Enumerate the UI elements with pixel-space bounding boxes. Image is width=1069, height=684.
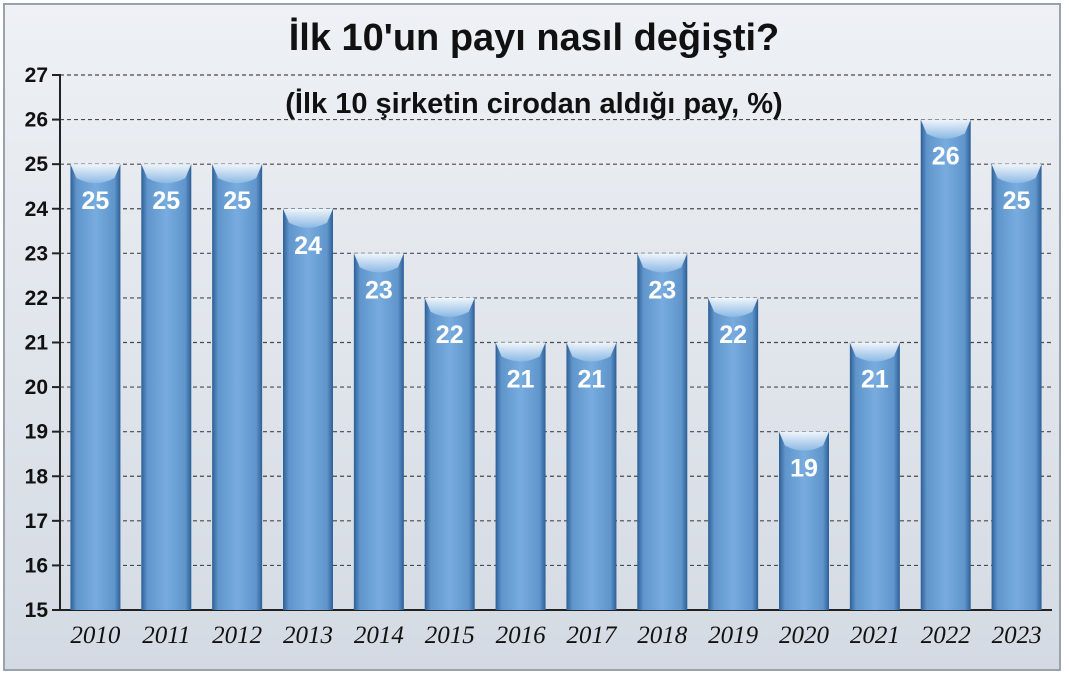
bar-value-label: 21 [578, 366, 606, 394]
x-tick-label: 2021 [850, 622, 900, 649]
bar-body [141, 164, 192, 610]
x-tick-label: 2016 [496, 622, 547, 649]
x-tick-labels: 2010 2011 2012 2013 2014 2015 2016 2017 2018 2019… [70, 622, 1041, 649]
bar-cap [495, 342, 546, 362]
bar-cap [212, 164, 263, 184]
bar-cap [283, 208, 333, 228]
y-tick-label: 17 [25, 510, 48, 533]
bar-body [495, 342, 546, 610]
bar [991, 164, 1042, 610]
x-tick-label: 2023 [992, 622, 1042, 649]
bar-cap [424, 297, 475, 317]
y-tick-label: 18 [25, 465, 49, 488]
y-tick-label: 22 [25, 287, 48, 310]
bar-body [708, 297, 759, 610]
bar-value-label: 22 [436, 321, 464, 349]
y-tick-label: 26 [25, 109, 48, 132]
y-tick-label: 27 [25, 64, 48, 87]
bar-value-labels: 25 25 25 24 23 22 21 21 23 22 19 21 26 25 [82, 143, 1031, 483]
y-tick-labels: 15 16 17 18 19 20 21 22 23 24 25 26 27 [25, 64, 49, 622]
bar-cap [637, 253, 688, 273]
x-tick-label: 2020 [779, 622, 830, 649]
bar [779, 431, 829, 610]
x-tick-label: 2011 [142, 622, 190, 649]
bar [141, 164, 192, 610]
x-tick-label: 2022 [921, 622, 971, 649]
y-tick-label: 23 [25, 242, 48, 265]
bar [283, 208, 333, 610]
y-tick-label: 24 [25, 198, 49, 221]
bar [566, 342, 617, 610]
bar-cap [353, 253, 404, 273]
bar-cap [779, 431, 829, 451]
bar-value-label: 21 [861, 366, 889, 394]
x-tick-label: 2015 [425, 622, 475, 649]
y-tick-label: 19 [25, 421, 48, 444]
bar [849, 342, 900, 610]
chart-subtitle: (İlk 10 şirketin cirodan aldığı pay, %) [285, 88, 782, 120]
y-tick-label: 16 [25, 554, 48, 577]
bar-value-label: 25 [82, 187, 110, 215]
x-tick-label: 2013 [283, 622, 333, 649]
y-tick-label: 21 [25, 332, 49, 355]
bar-body [212, 164, 263, 610]
bar [495, 342, 546, 610]
bar-value-label: 23 [365, 276, 393, 304]
y-tick-label: 15 [25, 599, 49, 622]
bar-body [637, 253, 688, 611]
bar-body [849, 342, 900, 610]
bar-value-label: 23 [648, 276, 676, 304]
bar-value-label: 19 [790, 455, 818, 483]
y-tick-label: 20 [25, 376, 48, 399]
x-tick-label: 2018 [637, 622, 688, 649]
bar-cap [849, 342, 900, 362]
bar [708, 297, 759, 610]
x-tick-label: 2019 [708, 622, 759, 649]
bar-body [70, 164, 121, 610]
bar-body [283, 208, 333, 610]
bar-value-label: 25 [1003, 187, 1031, 215]
x-tick-label: 2014 [354, 622, 404, 649]
bar [424, 297, 475, 610]
bar-cap [70, 164, 121, 184]
bar-cap [991, 164, 1042, 184]
bar-value-label: 24 [294, 232, 322, 260]
x-tick-label: 2010 [70, 622, 121, 649]
bar [212, 164, 263, 610]
bar [70, 164, 121, 610]
bar [920, 119, 971, 610]
bar-cap [708, 297, 759, 317]
x-tick-label: 2012 [212, 622, 262, 649]
bar-value-label: 26 [932, 143, 960, 171]
x-tick-label: 2017 [566, 622, 618, 649]
bar-cap [566, 342, 617, 362]
bar [637, 253, 688, 611]
bar-value-label: 25 [152, 187, 180, 215]
bar-body [920, 119, 971, 610]
bar-value-label: 21 [507, 366, 535, 394]
bar-cap [141, 164, 192, 184]
bar-body [566, 342, 617, 610]
bar-body [353, 253, 404, 611]
bars [70, 119, 1042, 611]
chart-title: İlk 10'un payı nasıl değişti? [289, 17, 780, 59]
y-tick-label: 25 [25, 153, 49, 176]
bar-cap [920, 119, 971, 139]
bar-value-label: 25 [223, 187, 251, 215]
bar-body [424, 297, 475, 610]
bar-body [991, 164, 1042, 610]
bar-body [779, 431, 829, 610]
bar [353, 253, 404, 611]
bar-value-label: 22 [719, 321, 747, 349]
